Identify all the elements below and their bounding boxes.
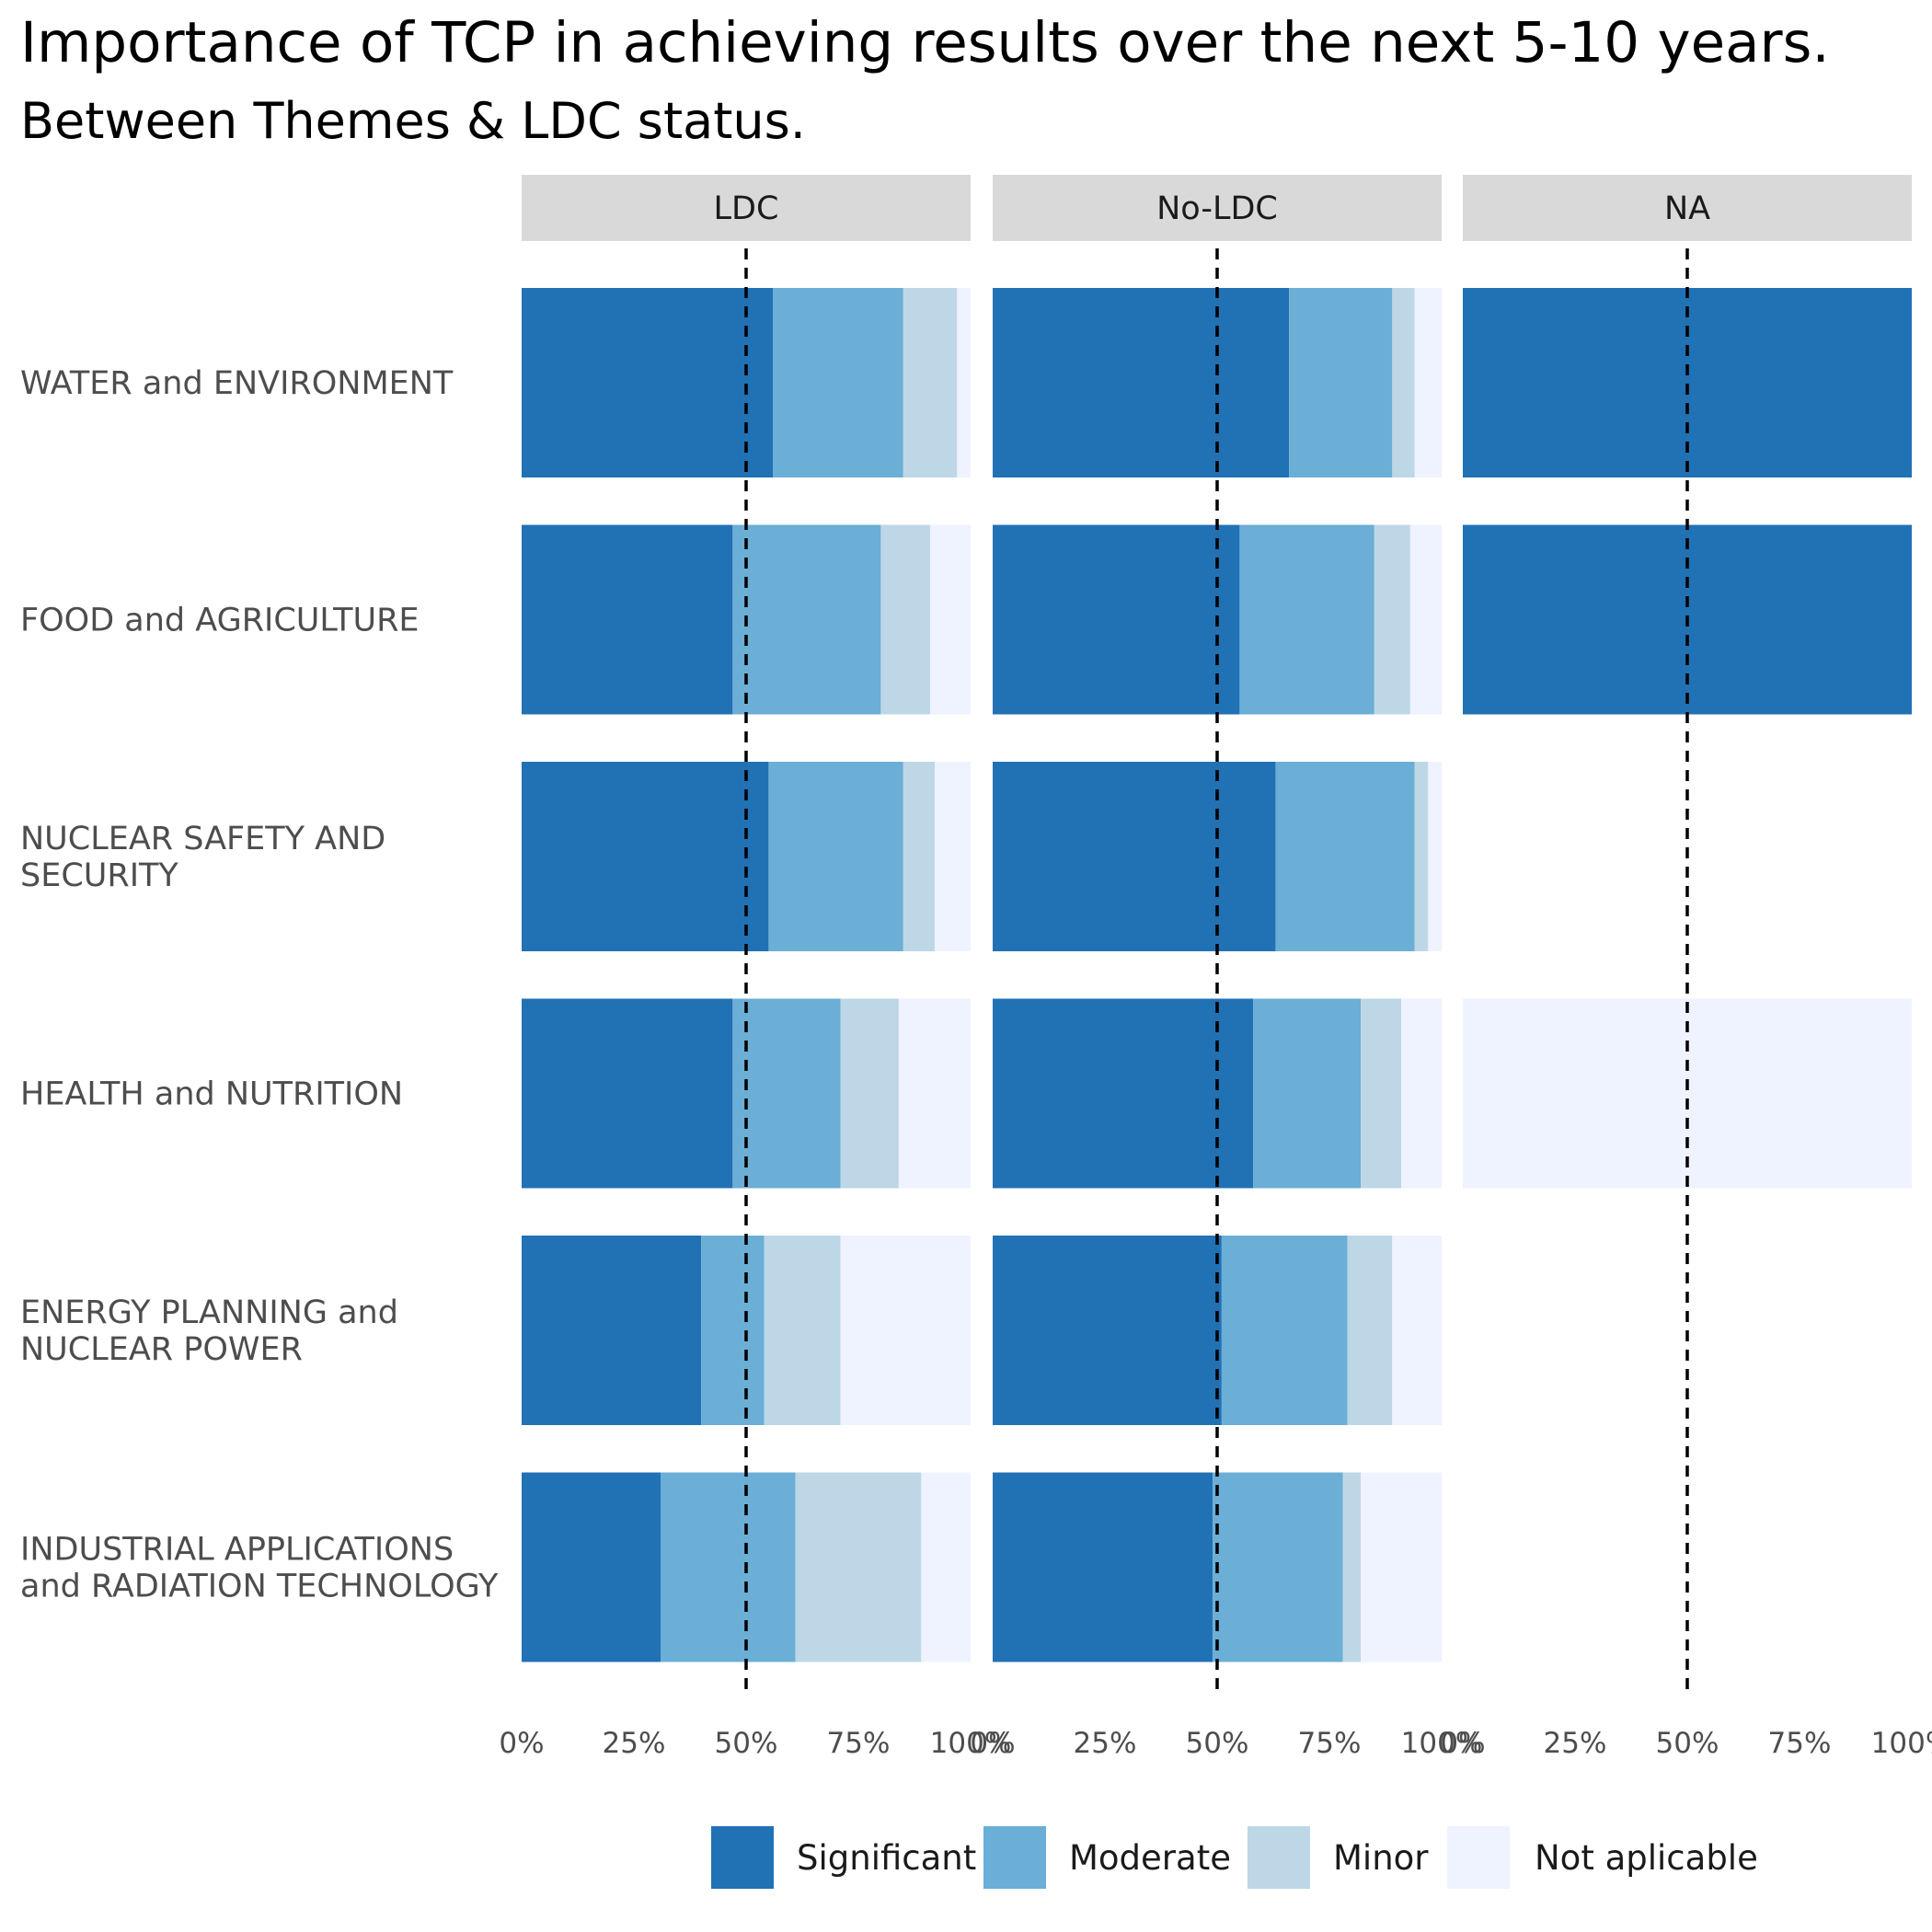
bar-no-ldc-energy-planning-and-nuclear-power-minor: [1347, 1236, 1393, 1425]
bar-ldc-food-and-agriculture-significant: [522, 524, 733, 715]
x-tick-no-ldc-3: 75%: [1298, 1727, 1362, 1760]
x-tick-no-ldc-4: 100%: [1401, 1727, 1483, 1760]
chart-subtitle: Between Themes & LDC status.: [20, 92, 806, 150]
category-label-line: SECURITY: [20, 857, 178, 894]
facet-label-na: NA: [1664, 190, 1710, 227]
x-tick-ldc-4: 100%: [930, 1727, 1012, 1760]
bar-ldc-water-and-environment-not-aplicable: [957, 288, 971, 477]
category-label-line: NUCLEAR POWER: [20, 1331, 303, 1368]
x-tick-na-3: 75%: [1768, 1727, 1832, 1760]
bar-no-ldc-health-and-nutrition-significant: [993, 998, 1254, 1189]
bar-no-ldc-nuclear-safety-and-security-not-aplicable: [1428, 762, 1442, 951]
x-tick-no-ldc-0: 0%: [970, 1727, 1015, 1760]
bar-no-ldc-food-and-agriculture-moderate: [1239, 524, 1374, 715]
category-label-water-and-environment: WATER and ENVIRONMENT: [20, 365, 454, 402]
category-label-line: HEALTH and NUTRITION: [20, 1076, 403, 1113]
legend-label-not-aplicable: Not aplicable: [1535, 1838, 1758, 1878]
bar-no-ldc-energy-planning-and-nuclear-power-significant: [993, 1236, 1222, 1425]
x-tick-na-0: 0%: [1440, 1727, 1485, 1760]
legend-label-minor: Minor: [1333, 1838, 1429, 1878]
x-tick-ldc-1: 25%: [603, 1727, 666, 1760]
facet-strip-ldc: [522, 175, 971, 241]
legend-swatch-not-aplicable: [1447, 1826, 1510, 1889]
facet-label-no-ldc: No-LDC: [1156, 190, 1278, 227]
bar-no-ldc-water-and-environment-significant: [993, 288, 1290, 477]
bar-no-ldc-nuclear-safety-and-security-moderate: [1275, 762, 1415, 951]
bar-ldc-energy-planning-and-nuclear-power-minor: [764, 1236, 841, 1425]
bar-no-ldc-health-and-nutrition-minor: [1361, 998, 1402, 1189]
bar-no-ldc-nuclear-safety-and-security-significant: [993, 762, 1276, 951]
bar-ldc-food-and-agriculture-moderate: [732, 524, 881, 715]
facet-label-ldc: LDC: [714, 190, 779, 227]
bar-no-ldc-energy-planning-and-nuclear-power-moderate: [1221, 1236, 1348, 1425]
category-label-industrial-applications-and-radiation-technology: INDUSTRIAL APPLICATIONS and RADIATION TEC…: [20, 1532, 499, 1605]
bar-no-ldc-industrial-applications-and-radiation-technology-not-aplicable: [1361, 1472, 1442, 1662]
bar-ldc-energy-planning-and-nuclear-power-moderate: [701, 1236, 765, 1425]
legend-swatch-significant: [711, 1826, 774, 1889]
legend-label-significant: Significant: [797, 1838, 976, 1878]
bar-no-ldc-energy-planning-and-nuclear-power-not-aplicable: [1392, 1236, 1442, 1425]
bar-ldc-health-and-nutrition-not-aplicable: [898, 998, 971, 1189]
bar-ldc-nuclear-safety-and-security-not-aplicable: [934, 762, 971, 951]
bar-no-ldc-health-and-nutrition-moderate: [1253, 998, 1362, 1189]
x-tick-no-ldc-1: 25%: [1074, 1727, 1137, 1760]
bar-no-ldc-industrial-applications-and-radiation-technology-moderate: [1213, 1472, 1343, 1662]
chart-title: Importance of TCP in achieving results o…: [20, 10, 1830, 75]
bar-ldc-industrial-applications-and-radiation-technology-not-aplicable: [921, 1472, 971, 1662]
bar-no-ldc-water-and-environment-minor: [1392, 288, 1415, 477]
bar-ldc-nuclear-safety-and-security-significant: [522, 762, 769, 951]
chart-panels: LDC No-LDC NA: [522, 175, 1912, 1693]
category-label-energy-planning-and-nuclear-power: ENERGY PLANNING and NUCLEAR POWER: [20, 1294, 398, 1368]
bar-no-ldc-water-and-environment-not-aplicable: [1414, 288, 1442, 477]
category-label-health-and-nutrition: HEALTH and NUTRITION: [20, 1076, 403, 1113]
bar-ldc-industrial-applications-and-radiation-technology-minor: [795, 1472, 922, 1662]
bar-no-ldc-industrial-applications-and-radiation-technology-significant: [993, 1472, 1213, 1662]
bar-ldc-water-and-environment-significant: [522, 288, 774, 477]
x-tick-ldc-0: 0%: [499, 1727, 544, 1760]
bar-ldc-nuclear-safety-and-security-moderate: [768, 762, 903, 951]
x-tick-na-4: 100%: [1871, 1727, 1932, 1760]
category-label-nuclear-safety-and-security: NUCLEAR SAFETY AND SECURITY: [20, 821, 385, 894]
facet-strip-no-ldc: [993, 175, 1442, 241]
bar-ldc-health-and-nutrition-minor: [840, 998, 899, 1189]
x-tick-na-1: 25%: [1544, 1727, 1607, 1760]
bar-no-ldc-food-and-agriculture-minor: [1374, 524, 1410, 715]
bar-ldc-industrial-applications-and-radiation-technology-moderate: [661, 1472, 796, 1662]
bar-no-ldc-food-and-agriculture-significant: [993, 524, 1240, 715]
category-label-food-and-agriculture: FOOD and AGRICULTURE: [20, 603, 420, 639]
category-label-line: FOOD and AGRICULTURE: [20, 603, 420, 639]
bar-no-ldc-industrial-applications-and-radiation-technology-minor: [1342, 1472, 1362, 1662]
facet-strip-na: [1463, 175, 1912, 241]
bar-no-ldc-water-and-environment-moderate: [1289, 288, 1393, 477]
legend-swatch-minor: [1248, 1826, 1310, 1889]
x-axes: 0% 25% 50% 75% 100%0% 25% 50% 75% 100%0% 25% 50% 75…: [499, 1727, 1932, 1760]
legend-label-moderate: Moderate: [1069, 1838, 1231, 1878]
category-label-line: and RADIATION TECHNOLOGY: [20, 1569, 499, 1605]
bar-ldc-health-and-nutrition-moderate: [732, 998, 841, 1189]
x-tick-ldc-2: 50%: [715, 1727, 778, 1760]
bar-no-ldc-health-and-nutrition-not-aplicable: [1401, 998, 1442, 1189]
bar-ldc-industrial-applications-and-radiation-technology-significant: [522, 1472, 661, 1662]
x-tick-no-ldc-2: 50%: [1186, 1727, 1249, 1760]
bar-ldc-health-and-nutrition-significant: [522, 998, 733, 1189]
bar-ldc-water-and-environment-moderate: [773, 288, 903, 477]
bar-ldc-energy-planning-and-nuclear-power-significant: [522, 1236, 702, 1425]
bar-ldc-food-and-agriculture-not-aplicable: [930, 524, 971, 715]
bar-no-ldc-food-and-agriculture-not-aplicable: [1409, 524, 1442, 715]
category-label-line: INDUSTRIAL APPLICATIONS: [20, 1532, 454, 1569]
category-label-line: ENERGY PLANNING and: [20, 1294, 398, 1331]
x-tick-na-2: 50%: [1656, 1727, 1719, 1760]
bar-ldc-water-and-environment-minor: [903, 288, 958, 477]
category-labels: WATER and ENVIRONMENT FOOD and AGRICULTUR…: [20, 365, 499, 1605]
x-tick-ldc-3: 75%: [827, 1727, 891, 1760]
bar-ldc-food-and-agriculture-minor: [880, 524, 931, 715]
legend-swatch-moderate: [983, 1826, 1046, 1889]
bar-no-ldc-nuclear-safety-and-security-minor: [1414, 762, 1429, 951]
bar-ldc-nuclear-safety-and-security-minor: [903, 762, 935, 951]
category-label-line: NUCLEAR SAFETY AND: [20, 821, 385, 857]
bar-ldc-energy-planning-and-nuclear-power-not-aplicable: [840, 1236, 971, 1425]
category-label-line: WATER and ENVIRONMENT: [20, 365, 454, 402]
legend: Significant Moderate Minor Not aplicable: [711, 1826, 1758, 1889]
